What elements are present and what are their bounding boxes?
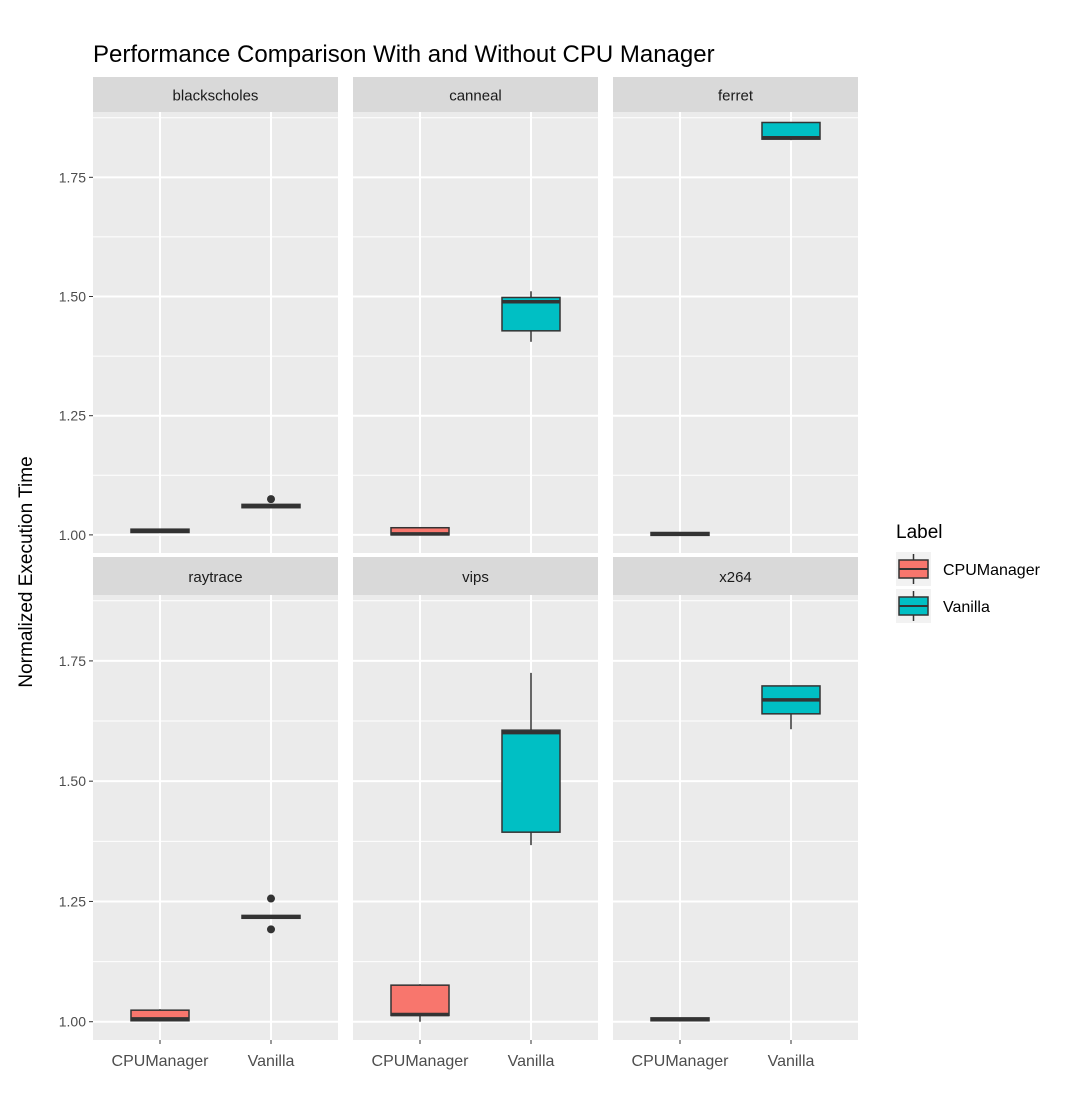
facet-panel-blackscholes: blackscholes 1.00 1.25 1.50 1.75 [59,77,338,553]
facet-strip [613,557,858,595]
y-tick-label: 1.25 [59,408,86,424]
box-raytrace-CPUManager [130,1009,190,1022]
panel-background [613,112,858,553]
facet-strip-label: canneal [449,88,502,105]
panels: blackscholes 1.00 1.25 1.50 1.75 canneal ferre… [59,77,858,1070]
facet-strip-label: blackscholes [173,88,259,105]
legend-label: Vanilla [943,599,990,616]
box-iqr [390,984,450,1017]
box-vips-Vanilla [501,672,561,846]
facet-panel-vips: vips CPUManager Vanilla [353,557,598,1070]
box-blackscholes-CPUManager [130,528,190,534]
panel-background [93,112,338,553]
x-tick-label: CPUManager [632,1053,730,1070]
legend-label: CPUManager [943,562,1041,579]
box-vips-CPUManager [390,984,450,1022]
facet-strip [353,557,598,595]
facet-strip [613,77,858,112]
chart-title: Performance Comparison With and Without … [93,41,715,68]
y-tick-label: 1.50 [59,773,86,789]
y-tick-label: 1.50 [59,289,86,305]
y-tick-label: 1.00 [59,1014,86,1030]
box-x264-Vanilla [761,685,821,730]
panel-background [93,595,338,1040]
panel-background [613,595,858,1040]
facet-strip [353,77,598,112]
x-tick-label: CPUManager [112,1053,210,1070]
facet-strip [93,77,338,112]
x-tick-label: CPUManager [372,1053,470,1070]
box-x264-CPUManager [650,1017,710,1022]
box-ferret-CPUManager [650,531,710,537]
outlier-point [267,925,275,934]
box-raytrace-Vanilla [241,894,301,934]
outlier-point [267,894,275,903]
y-tick-label: 1.75 [59,169,86,185]
x-tick-label: Vanilla [248,1053,295,1070]
box-canneal-CPUManager [390,526,450,536]
legend-item-CPUManager: CPUManager [896,552,1041,586]
x-tick-label: Vanilla [508,1053,555,1070]
facet-strip-label: raytrace [188,569,242,586]
facet-panel-ferret: ferret [613,77,858,553]
box-iqr [501,729,561,833]
facet-panel-x264: x264 CPUManager Vanilla [613,557,858,1070]
y-tick-label: 1.25 [59,893,86,909]
y-tick-label: 1.00 [59,527,86,543]
box-iqr [130,1009,190,1022]
facet-panel-canneal: canneal [353,77,598,553]
legend: Label CPUManager Vanilla [896,522,1041,623]
outlier-point [267,495,275,504]
legend-title: Label [896,522,943,543]
facet-strip [93,557,338,595]
facet-panel-raytrace: raytrace 1.00 1.25 1.50 1.75 CPUManager Vanill… [59,557,338,1070]
box-canneal-Vanilla [501,291,561,342]
facet-strip-label: vips [462,569,489,586]
facet-strip-label: ferret [718,88,754,105]
y-axis-label: Normalized Execution Time [16,456,37,687]
legend-item-Vanilla: Vanilla [896,589,990,623]
facet-strip-label: x264 [719,569,752,586]
box-blackscholes-Vanilla [241,495,301,509]
y-tick-label: 1.75 [59,653,86,669]
box-ferret-Vanilla [761,121,821,141]
panel-background [353,112,598,553]
x-tick-label: Vanilla [768,1053,815,1070]
